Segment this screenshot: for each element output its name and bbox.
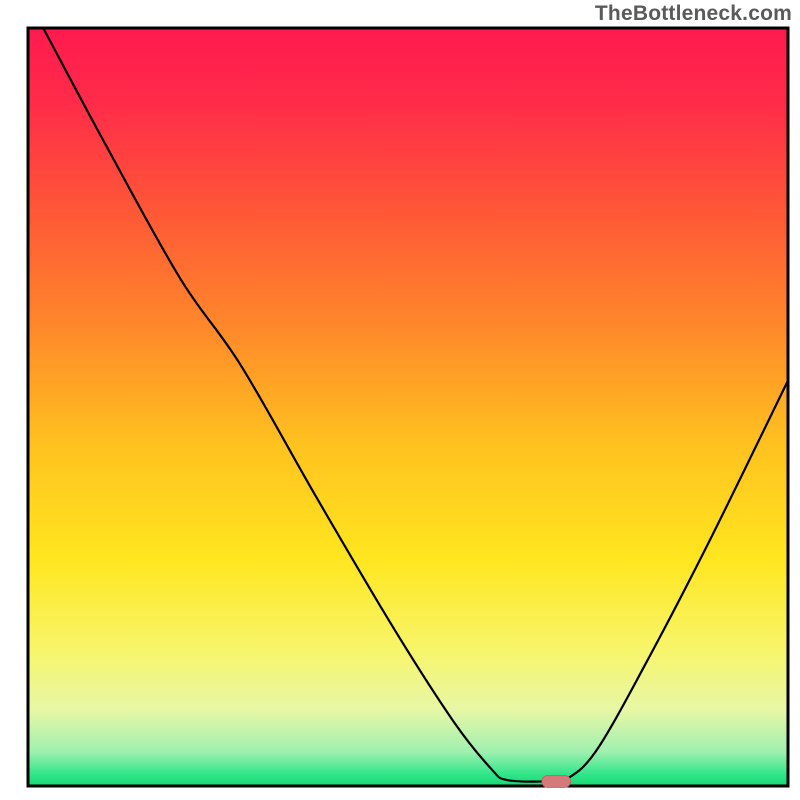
chart-container: TheBottleneck.com: [0, 0, 800, 800]
plot-background: [28, 28, 788, 786]
bottleneck-chart: [0, 0, 800, 800]
watermark-text: TheBottleneck.com: [595, 2, 792, 26]
optimal-marker: [542, 775, 571, 787]
